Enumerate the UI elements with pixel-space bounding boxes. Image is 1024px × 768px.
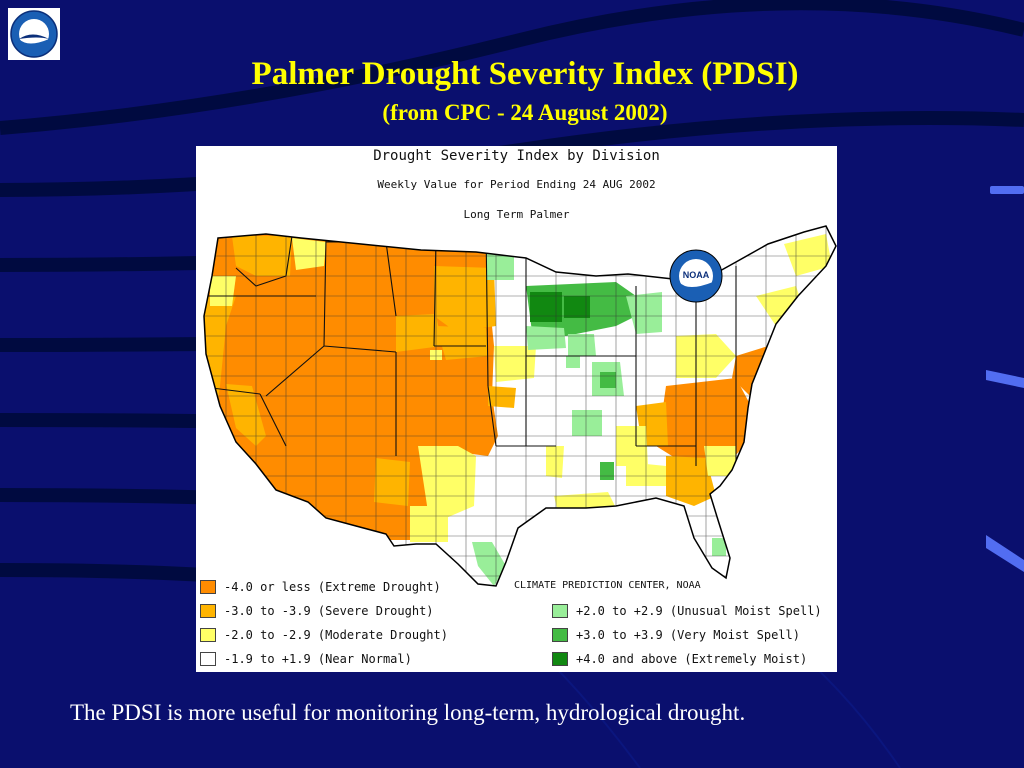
legend-swatch [552,628,568,642]
legend-item: -3.0 to -3.9 (Severe Drought) [200,604,434,618]
legend-swatch [552,604,568,618]
legend-label: -2.0 to -2.9 (Moderate Drought) [224,628,448,642]
map-noaa-seal-icon: NOAA [669,249,723,303]
map-credit: CLIMATE PREDICTION CENTER, NOAA [514,580,701,591]
legend-label: -3.0 to -3.9 (Severe Drought) [224,604,434,618]
noaa-logo-icon [8,8,60,60]
map-subtitle-2: Long Term Palmer [463,208,570,221]
slide-subtitle: (from CPC - 24 August 2002) [382,100,668,125]
legend-label: +3.0 to +3.9 (Very Moist Spell) [576,628,800,642]
legend-swatch [200,628,216,642]
map-title: Drought Severity Index by Division [373,148,660,164]
legend-item: +2.0 to +2.9 (Unusual Moist Spell) [552,604,822,618]
legend-label: -1.9 to +1.9 (Near Normal) [224,652,412,666]
legend-label: -4.0 or less (Extreme Drought) [224,580,441,594]
pdsi-map-panel: Drought Severity Index by Division Weekl… [196,146,837,672]
legend-swatch [552,652,568,666]
legend-label: +4.0 and above (Extremely Moist) [576,652,808,666]
us-map: NOAA [203,225,837,587]
svg-text:NOAA: NOAA [683,270,710,280]
slide-title: Palmer Drought Severity Index (PDSI) [251,56,799,92]
legend-item: +4.0 and above (Extremely Moist) [552,652,807,666]
legend-swatch [200,580,216,594]
legend-swatch [200,652,216,666]
legend-item: -4.0 or less (Extreme Drought) [200,580,441,594]
legend-item: -2.0 to -2.9 (Moderate Drought) [200,628,448,642]
legend-item: -1.9 to +1.9 (Near Normal) [200,652,412,666]
legend-swatch [200,604,216,618]
legend-item: +3.0 to +3.9 (Very Moist Spell) [552,628,800,642]
slide-caption: The PDSI is more useful for monitoring l… [70,700,746,725]
legend-label: +2.0 to +2.9 (Unusual Moist Spell) [576,604,822,618]
map-subtitle: Weekly Value for Period Ending 24 AUG 20… [377,178,656,191]
